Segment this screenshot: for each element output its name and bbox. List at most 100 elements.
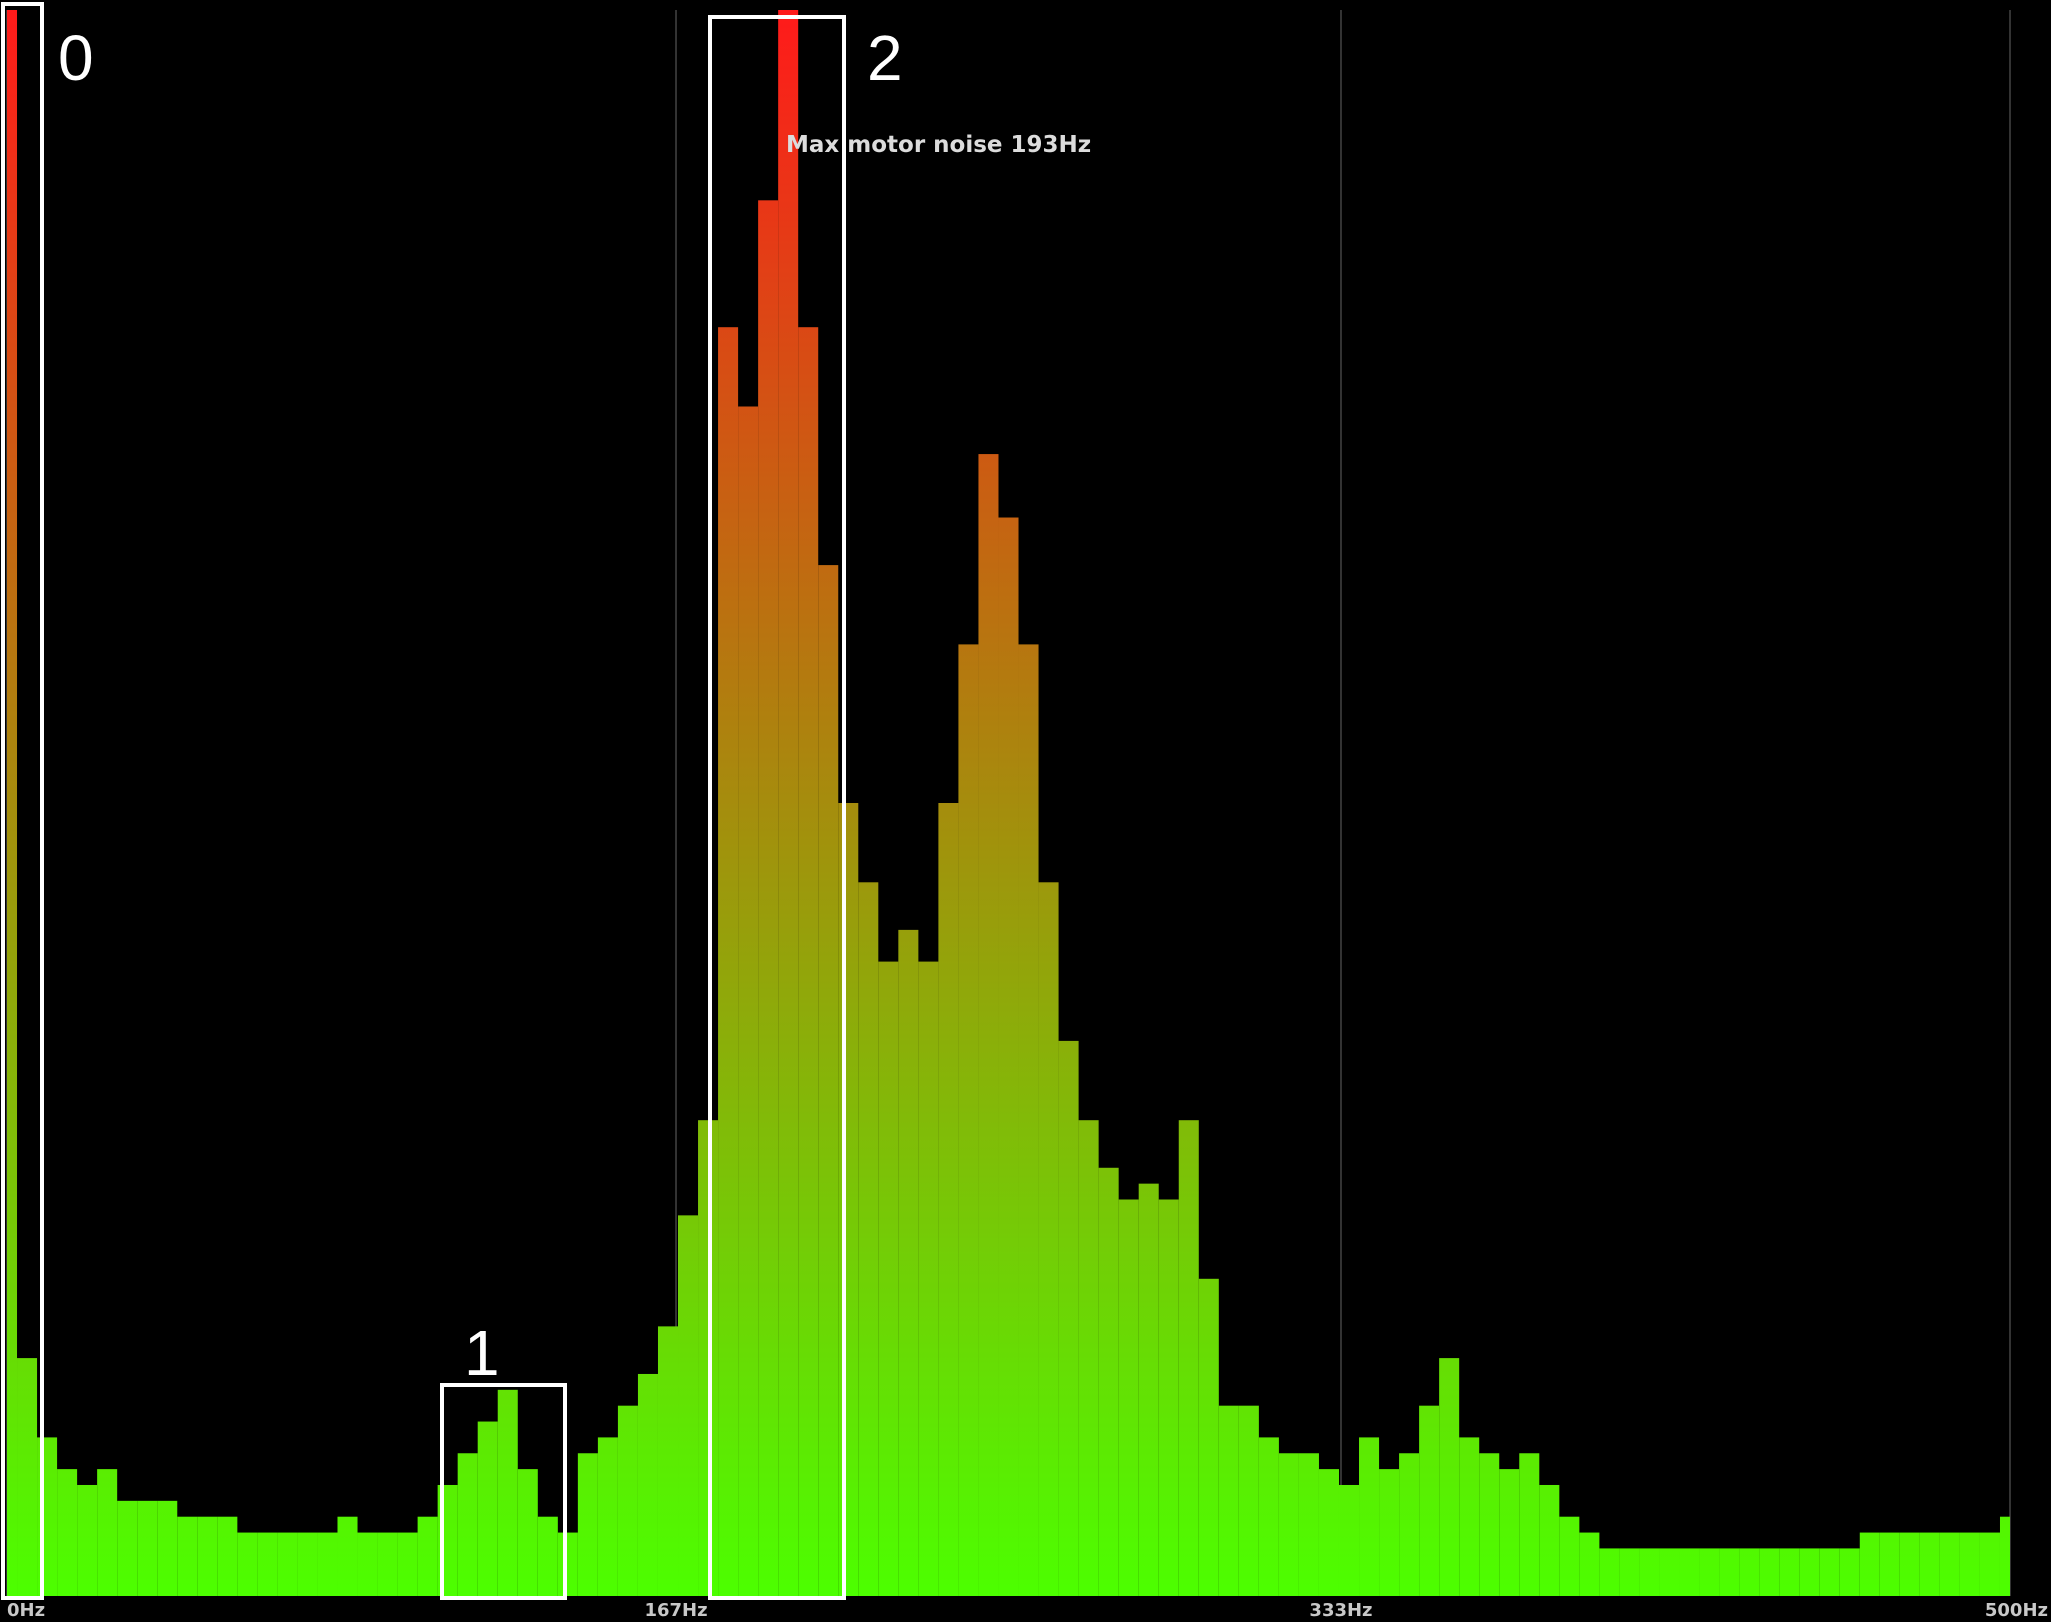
spectrum-bar: [1158, 1199, 1179, 1596]
spectrum-bar: [1198, 1278, 1219, 1596]
spectrum-bar: [938, 803, 959, 1596]
spectrum-bar: [477, 1421, 498, 1596]
spectrum-bar: [798, 327, 819, 1597]
x-tick-label: 167Hz: [644, 1600, 707, 1621]
spectrum-bar: [277, 1532, 298, 1596]
spectrum-bar: [1499, 1469, 1520, 1596]
spectrum-bar: [1999, 1516, 2010, 1596]
spectrum-bar: [197, 1516, 218, 1596]
x-tick-label: 500Hz: [1985, 1600, 2048, 1621]
spectrum-bar: [1118, 1199, 1139, 1596]
spectrum-bar: [1379, 1469, 1400, 1596]
spectrum-bar: [1759, 1548, 1780, 1596]
spectrum-bar: [1879, 1532, 1900, 1596]
spectrum-bar: [1178, 1120, 1199, 1596]
spectrum-bar: [397, 1532, 418, 1596]
spectrum-bar: [978, 454, 999, 1597]
x-tick-label: 0Hz: [7, 1600, 45, 1621]
spectrum-bar: [838, 803, 859, 1596]
spectrum-bar: [637, 1373, 658, 1596]
spectrum-bar: [337, 1516, 358, 1596]
spectrum-bar: [1258, 1437, 1279, 1596]
spectrum-bar: [117, 1500, 138, 1596]
spectrum-bar: [1318, 1469, 1339, 1596]
spectrum-bar: [357, 1532, 378, 1596]
spectrum-bar: [617, 1405, 638, 1596]
spectrum-bar: [1238, 1405, 1259, 1596]
highlight-box: [1, 2, 44, 1600]
spectrum-bar: [57, 1469, 78, 1596]
spectrum-bar: [678, 1215, 699, 1596]
spectrum-bar: [1399, 1453, 1420, 1596]
spectrum-bar: [1979, 1532, 2000, 1596]
spectrum-bar: [597, 1437, 618, 1596]
spectrum-bar: [317, 1532, 338, 1596]
spectrum-bar: [858, 882, 879, 1596]
spectrum-bar: [1739, 1548, 1760, 1596]
spectrum-bar: [297, 1532, 318, 1596]
spectrum-bar: [778, 10, 799, 1596]
spectrum-bar: [758, 200, 779, 1596]
spectrum-bar: [1559, 1516, 1580, 1596]
spectrum-bar: [1919, 1532, 1940, 1596]
spectrum-bar: [517, 1469, 538, 1596]
spectrum-bar: [1138, 1183, 1159, 1596]
annotation: Max motor noise 193Hz: [786, 132, 1091, 158]
spectrum-bar: [1779, 1548, 1800, 1596]
spectrum-bar: [577, 1453, 598, 1596]
spectrum-bar: [918, 961, 939, 1596]
spectrum-bar: [818, 565, 839, 1596]
spectrum-bar: [738, 406, 759, 1596]
spectrum-bar: [497, 1389, 518, 1596]
spectrum-bar: [1639, 1548, 1660, 1596]
spectrum-bar: [1519, 1453, 1540, 1596]
spectrum-bar: [1018, 644, 1039, 1596]
spectrum-bar: [17, 1358, 38, 1596]
spectrum-bar: [1078, 1120, 1099, 1596]
spectrum-bar: [1218, 1405, 1239, 1596]
highlight-box: [708, 15, 846, 1600]
spectrum-bar: [1539, 1484, 1560, 1596]
spectrum-bar: [1599, 1548, 1620, 1596]
spectrum-bar: [1338, 1484, 1360, 1596]
box-label: 1: [464, 1317, 500, 1389]
spectrum-bar: [417, 1516, 438, 1596]
spectrum-bar: [537, 1516, 558, 1596]
spectrum-bar: [958, 644, 979, 1596]
spectrum-bar: [457, 1453, 478, 1596]
spectrum-bar: [97, 1469, 118, 1596]
spectrum-bar: [898, 929, 919, 1596]
x-tick-label: 333Hz: [1309, 1600, 1372, 1621]
spectrum-bar: [1459, 1437, 1480, 1596]
spectrum-bar: [1679, 1548, 1700, 1596]
spectrum-bar: [77, 1484, 98, 1596]
highlight-box: [440, 1383, 567, 1600]
spectrum-bar: [257, 1532, 278, 1596]
spectrum-bar: [7, 10, 18, 1596]
spectrum-bar: [217, 1516, 238, 1596]
spectrum-bar: [657, 1326, 679, 1596]
spectrum-bar: [878, 961, 899, 1596]
spectrum-bar: [998, 517, 1019, 1596]
spectrum-bar: [1619, 1548, 1640, 1596]
spectrum-bar: [1959, 1532, 1980, 1596]
spectrum-bar: [1699, 1548, 1720, 1596]
box-label: 2: [867, 22, 903, 94]
spectrum-bar: [718, 327, 739, 1597]
spectrum-bar: [1038, 882, 1059, 1596]
spectrum-bar: [1859, 1532, 1880, 1596]
spectrum-bar: [1439, 1358, 1460, 1596]
spectrum-bar: [1479, 1453, 1500, 1596]
box-label: 0: [58, 22, 94, 94]
spectrum-bar: [1899, 1532, 1920, 1596]
spectrum-bar: [1719, 1548, 1740, 1596]
spectrum-bar: [237, 1532, 258, 1596]
spectrum-bar: [1939, 1532, 1960, 1596]
spectrum-bar: [1579, 1532, 1600, 1596]
spectrum-bar: [557, 1532, 578, 1596]
spectrum-bar: [1098, 1167, 1119, 1596]
spectrum-bar: [1278, 1453, 1299, 1596]
spectrum-bar: [377, 1532, 398, 1596]
